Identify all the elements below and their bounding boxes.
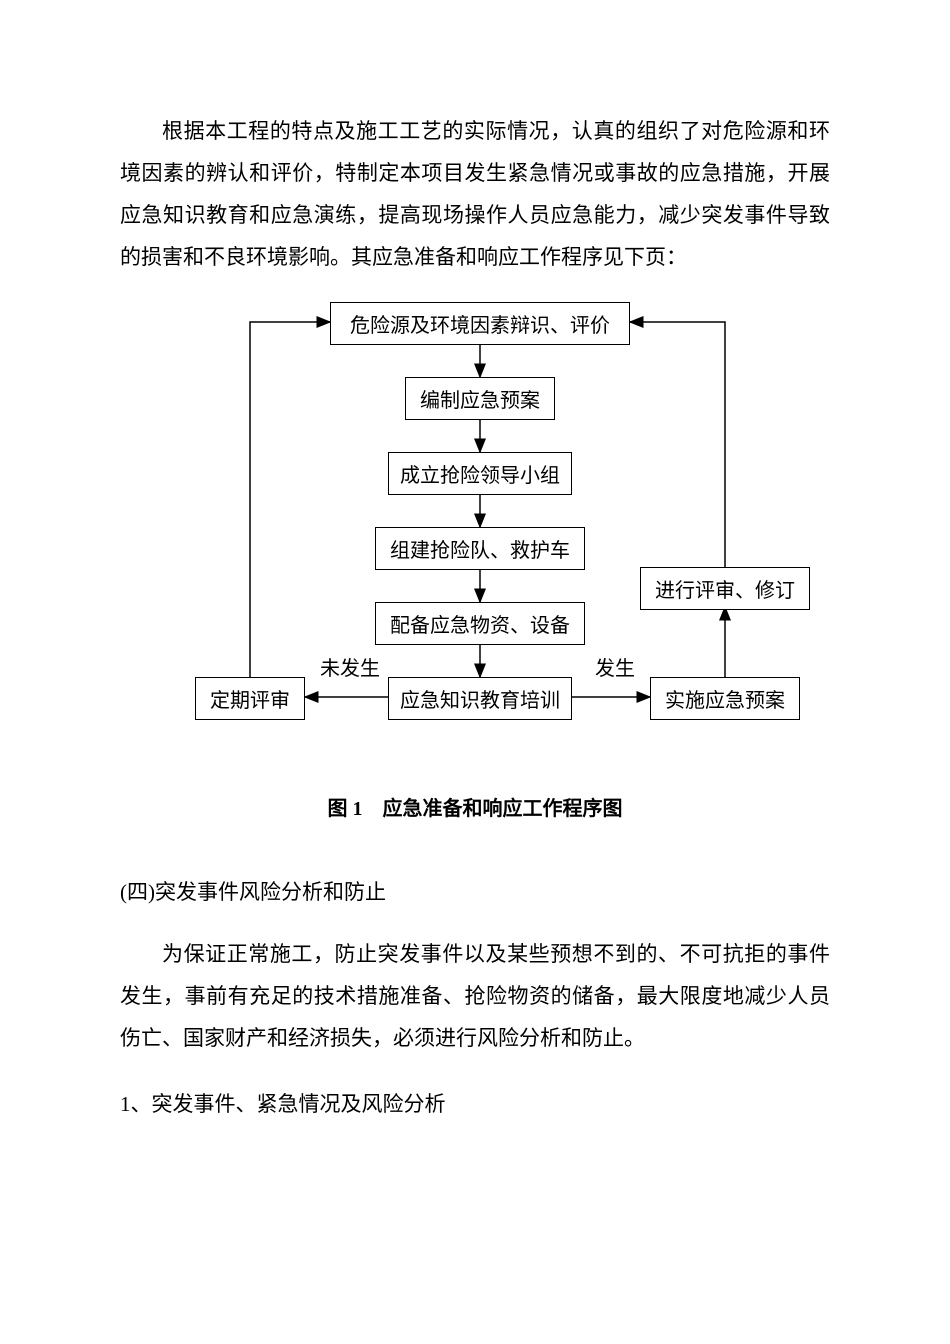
node-periodic-review: 定期评审 — [195, 677, 305, 720]
node-implement-plan: 实施应急预案 — [650, 677, 800, 720]
intro-paragraph: 根据本工程的特点及施工工艺的实际情况，认真的组织了对危险源和环境因素的辨认和评价… — [120, 110, 830, 278]
node-equip-supplies: 配备应急物资、设备 — [375, 602, 585, 645]
section-4-paragraph: 为保证正常施工，防止突发事件以及某些预想不到的、不可抗拒的事件发生，事前有充足的… — [120, 933, 830, 1059]
node-compile-plan: 编制应急预案 — [405, 377, 555, 420]
figure-caption: 图 1 应急准备和响应工作程序图 — [120, 792, 830, 821]
subsection-1-heading: 1、突发事件、紧急情况及风险分析 — [120, 1083, 830, 1125]
section-4-heading: (四)突发事件风险分析和防止 — [120, 871, 830, 913]
node-rescue-team: 组建抢险队、救护车 — [375, 527, 585, 570]
node-training: 应急知识教育培训 — [388, 677, 572, 720]
edge-label-occur: 发生 — [595, 652, 635, 681]
edge-label-not-occur: 未发生 — [320, 652, 380, 681]
node-hazard-identification: 危险源及环境因素辩识、评价 — [330, 302, 630, 345]
flowchart-container: 危险源及环境因素辩识、评价 编制应急预案 成立抢险领导小组 组建抢险队、救护车 … — [120, 302, 830, 762]
node-review-revise: 进行评审、修订 — [640, 567, 810, 610]
node-leadership-team: 成立抢险领导小组 — [388, 452, 572, 495]
